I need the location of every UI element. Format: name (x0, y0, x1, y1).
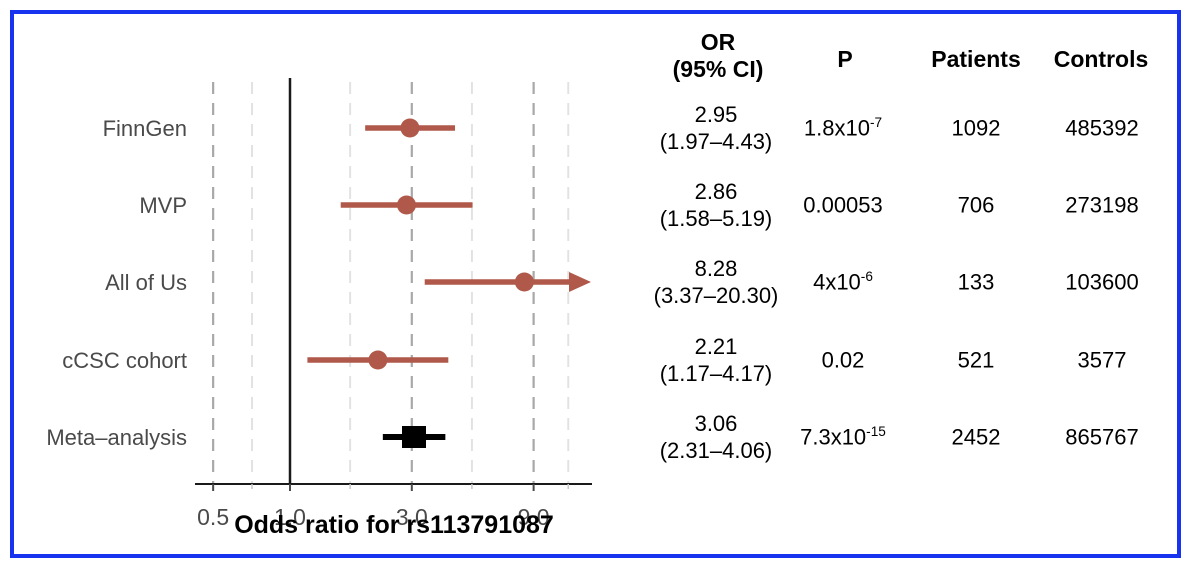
or-point (400, 118, 420, 138)
or-value: 2.21 (694, 334, 738, 359)
or-point (397, 195, 417, 215)
col-header-or: OR (95% CI) (673, 29, 764, 83)
study-label: MVP (139, 193, 187, 218)
x-tick-label: 0.5 (197, 504, 229, 530)
or-ci-value: 3.06 (2.31–4.06) (660, 410, 773, 464)
or-value: 8.28 (694, 256, 738, 281)
x-tick-label: 1.0 (274, 504, 306, 530)
controls-count: 865767 (1065, 424, 1139, 450)
or-ci-value: 2.86 (1.58–5.19) (660, 178, 773, 232)
patients-count: 2452 (951, 424, 1001, 450)
col-header-or-line1: OR (700, 29, 736, 55)
patients-count: 133 (957, 269, 995, 295)
col-header-controls: Controls (1053, 46, 1149, 72)
x-tick-label: 3.0 (396, 504, 428, 530)
study-label: Meta–analysis (46, 425, 187, 450)
study-label: All of Us (105, 270, 187, 295)
ci-value: (1.17–4.17) (659, 361, 773, 386)
x-tick-label: 9.0 (518, 504, 550, 530)
study-label: cCSC cohort (62, 348, 187, 373)
or-point (368, 350, 388, 370)
or-ci-value: 2.95 (1.97–4.43) (660, 101, 773, 155)
patients-count: 1092 (951, 115, 1001, 141)
controls-count: 273198 (1065, 192, 1139, 218)
x-axis-title: Odds ratio for rs113791087 (234, 511, 554, 539)
or-value: 3.06 (694, 411, 738, 436)
p-value: 0.02 (821, 347, 865, 373)
or-value: 2.86 (694, 179, 738, 204)
or-ci-value: 2.21 (1.17–4.17) (660, 333, 773, 387)
ci-arrowhead (569, 272, 591, 292)
controls-count: 103600 (1065, 269, 1139, 295)
ci-value: (1.58–5.19) (659, 206, 773, 231)
patients-count: 706 (957, 192, 995, 218)
col-header-or-line2: (95% CI) (672, 56, 764, 82)
patients-count: 521 (957, 347, 995, 373)
ci-value: (1.97–4.43) (659, 129, 773, 154)
controls-count: 485392 (1065, 115, 1139, 141)
p-value: 1.8x10-7 (803, 115, 883, 141)
ci-value: (2.31–4.06) (659, 438, 773, 463)
study-label: FinnGen (103, 116, 187, 141)
or-ci-value: 8.28 (3.37–20.30) (654, 255, 779, 309)
p-value: 4x10-6 (813, 269, 873, 295)
p-value: 0.00053 (803, 192, 883, 218)
controls-count: 3577 (1077, 347, 1127, 373)
or-value: 2.95 (694, 102, 738, 127)
or-point (514, 272, 534, 292)
col-header-patients: Patients (931, 46, 1021, 72)
forest-plot: FinnGen MVP All of Us cCSC cohort Meta–analy… (46, 78, 592, 539)
p-value: 7.3x10-15 (800, 424, 886, 450)
col-header-p: P (837, 46, 853, 72)
ci-value: (3.37–20.30) (653, 283, 779, 308)
meta-or-square (402, 426, 427, 448)
